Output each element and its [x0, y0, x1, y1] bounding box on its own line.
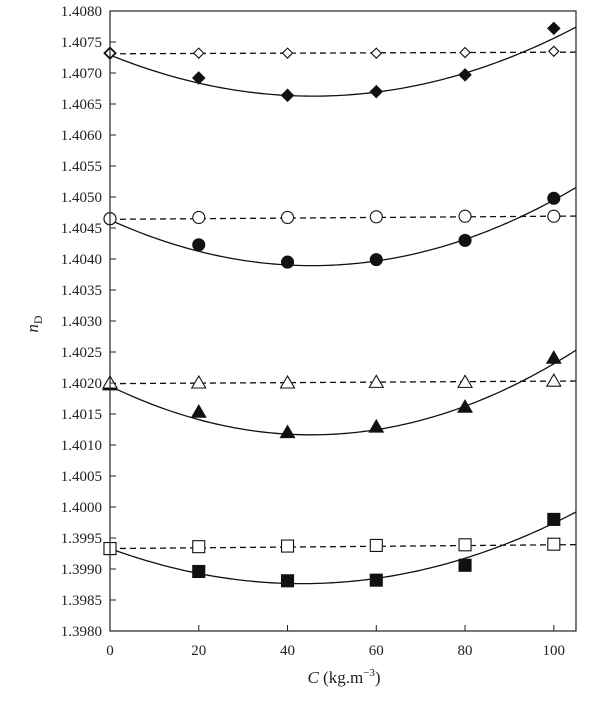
open-circle-point — [192, 210, 206, 225]
filled-circle-point — [192, 238, 206, 252]
x-axis-label-exp: −3 — [363, 667, 375, 679]
axis-ticks: 0 20 40 60 80 100 1.3980 1.3985 1.3990 1.3995 1.40… — [61, 4, 565, 659]
dashed-fit-line — [109, 51, 577, 55]
x-tick-label: 0 — [106, 643, 114, 659]
filled-square-point — [369, 573, 383, 587]
x-axis-label-unit: (kg.m — [319, 668, 363, 687]
filled-triangle-point — [545, 350, 562, 364]
open-triangle-point — [190, 374, 207, 389]
filled-diamond-point — [369, 84, 384, 99]
y-axis-label-sub: D — [31, 315, 45, 324]
filled-diamond-point — [458, 68, 472, 82]
filled-triangle-point — [190, 404, 207, 418]
filled-circle-point — [458, 233, 472, 247]
y-tick-label: 1.4070 — [61, 66, 102, 82]
y-tick-label: 1.3980 — [61, 624, 102, 640]
filled-circle-point — [280, 255, 295, 269]
open-triangle-point — [457, 374, 474, 388]
filled-square-point — [547, 512, 561, 526]
open-circle-point — [280, 210, 295, 225]
open-triangle-point — [279, 374, 296, 389]
open-diamond-point — [370, 47, 383, 59]
dashed-fit-line — [109, 543, 577, 550]
y-tick-label: 1.3985 — [61, 593, 102, 609]
y-tick-label: 1.4015 — [61, 407, 102, 423]
filled-circle-point — [547, 191, 561, 205]
open-square-point — [192, 540, 206, 554]
fit-lines — [109, 26, 577, 585]
filled-square-point — [280, 574, 295, 588]
y-tick-label: 1.4060 — [61, 128, 102, 144]
x-axis-label: C (kg.m−3) — [307, 667, 380, 687]
filled-circle-point — [369, 253, 383, 267]
open-diamond-point — [459, 46, 471, 59]
y-tick-label: 1.4055 — [61, 159, 102, 175]
y-tick-label: 1.4005 — [61, 469, 102, 485]
filled-triangle-point — [279, 424, 296, 439]
y-tick-label: 1.4065 — [61, 97, 102, 113]
solid-fit-line — [109, 186, 577, 267]
data-markers — [102, 21, 562, 588]
y-tick-label: 1.4050 — [61, 190, 102, 206]
y-axis-label: nD — [23, 315, 45, 333]
y-tick-label: 1.4010 — [61, 438, 102, 454]
y-axis-label-main: n — [23, 324, 42, 333]
filled-diamond-point — [547, 21, 561, 36]
filled-diamond-point — [191, 71, 206, 85]
y-tick-label: 1.4075 — [61, 35, 102, 51]
y-tick-label: 1.4020 — [61, 376, 102, 392]
open-diamond-point — [548, 45, 560, 58]
open-circle-point — [458, 209, 472, 223]
open-circle-point — [547, 209, 561, 223]
y-tick-label: 1.4030 — [61, 314, 102, 330]
x-tick-label: 40 — [280, 643, 295, 659]
x-tick-label: 60 — [369, 643, 384, 659]
filled-triangle-point — [368, 418, 385, 433]
filled-diamond-point — [280, 88, 295, 103]
y-tick-label: 1.4080 — [61, 4, 102, 20]
open-diamond-point — [281, 47, 294, 59]
y-tick-label: 1.4025 — [61, 345, 102, 361]
y-tick-label: 1.4000 — [61, 500, 102, 516]
x-tick-label: 100 — [543, 643, 566, 659]
open-square-point — [280, 539, 295, 553]
filled-triangle-point — [457, 399, 474, 413]
open-square-point — [547, 537, 561, 551]
dashed-fit-line — [109, 380, 577, 385]
x-tick-label: 80 — [458, 643, 473, 659]
y-tick-label: 1.3995 — [61, 531, 102, 547]
open-square-point — [458, 538, 472, 552]
open-triangle-point — [545, 373, 562, 387]
solid-fit-line — [109, 511, 577, 585]
x-axis-label-close: ) — [375, 668, 381, 687]
plot-frame — [109, 10, 577, 632]
open-square-point — [369, 538, 383, 552]
solid-fit-line — [109, 349, 577, 436]
filled-square-point — [458, 558, 472, 572]
dashed-fit-line — [109, 215, 577, 220]
open-circle-point — [369, 210, 383, 224]
x-axis-label-main: C — [307, 668, 319, 687]
y-tick-label: 1.3990 — [61, 562, 102, 578]
filled-square-point — [192, 564, 206, 579]
solid-fit-line — [109, 26, 577, 97]
y-tick-label: 1.4040 — [61, 252, 102, 268]
y-tick-label: 1.4045 — [61, 221, 102, 237]
y-tick-label: 1.4035 — [61, 283, 102, 299]
open-triangle-point — [368, 374, 385, 388]
open-diamond-point — [192, 47, 205, 59]
x-tick-label: 20 — [191, 643, 206, 659]
